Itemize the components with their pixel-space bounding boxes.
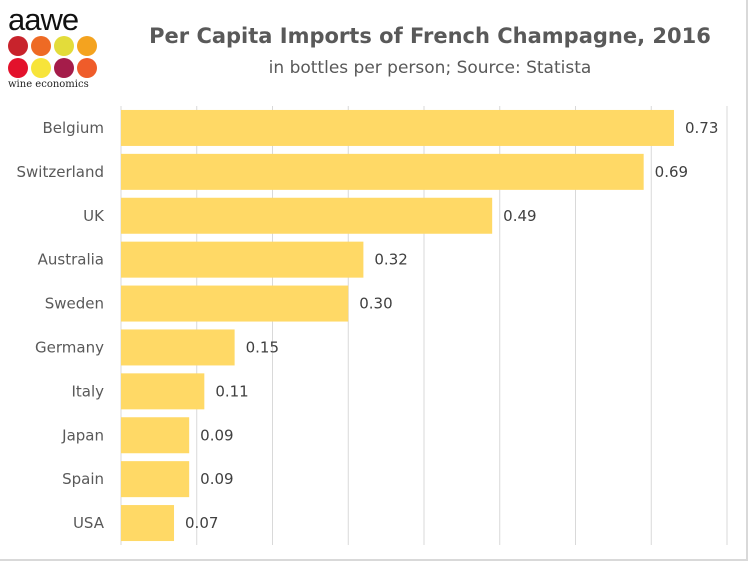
bar <box>121 153 644 190</box>
category-label: Belgium <box>43 119 105 137</box>
bar <box>121 197 493 234</box>
data-label: 0.15 <box>246 338 279 356</box>
data-label: 0.30 <box>359 295 392 313</box>
chart-subtitle: in bottles per person; Source: Statista <box>268 58 592 78</box>
category-label: Spain <box>62 470 104 488</box>
logo-dot <box>77 36 97 56</box>
bar <box>121 417 190 454</box>
category-label: USA <box>73 514 105 532</box>
chart-title: Per Capita Imports of French Champagne, … <box>149 24 711 48</box>
category-label: Australia <box>38 251 104 269</box>
category-label: Switzerland <box>17 163 105 181</box>
data-label: 0.07 <box>185 514 218 532</box>
logo-dot <box>54 58 74 78</box>
data-label: 0.32 <box>374 251 407 269</box>
logo-dot <box>31 36 51 56</box>
logo-dot <box>31 58 51 78</box>
logo-dot <box>54 36 74 56</box>
bar <box>121 461 190 498</box>
data-label: 0.69 <box>655 163 688 181</box>
bar <box>121 285 349 322</box>
data-label: 0.49 <box>503 207 536 225</box>
category-label: Germany <box>35 338 104 356</box>
bar <box>121 373 205 410</box>
data-label: 0.73 <box>685 119 718 137</box>
aawe-logo: aawe wine economics <box>8 2 100 90</box>
logo-dot <box>8 36 28 56</box>
bar <box>121 109 674 146</box>
bar <box>121 505 175 542</box>
data-label: 0.09 <box>200 426 233 444</box>
logo-dots <box>8 36 100 78</box>
logo-text: aawe <box>8 2 79 37</box>
bar <box>121 329 235 366</box>
data-label: 0.09 <box>200 470 233 488</box>
logo-dot <box>8 58 28 78</box>
category-label: Italy <box>71 382 104 400</box>
category-label: UK <box>83 207 105 225</box>
data-label: 0.11 <box>215 382 248 400</box>
category-label: Sweden <box>45 295 104 313</box>
logo-dot <box>77 58 97 78</box>
category-label: Japan <box>61 426 104 444</box>
bar <box>121 241 364 278</box>
logo-subtitle: wine economics <box>8 79 89 90</box>
